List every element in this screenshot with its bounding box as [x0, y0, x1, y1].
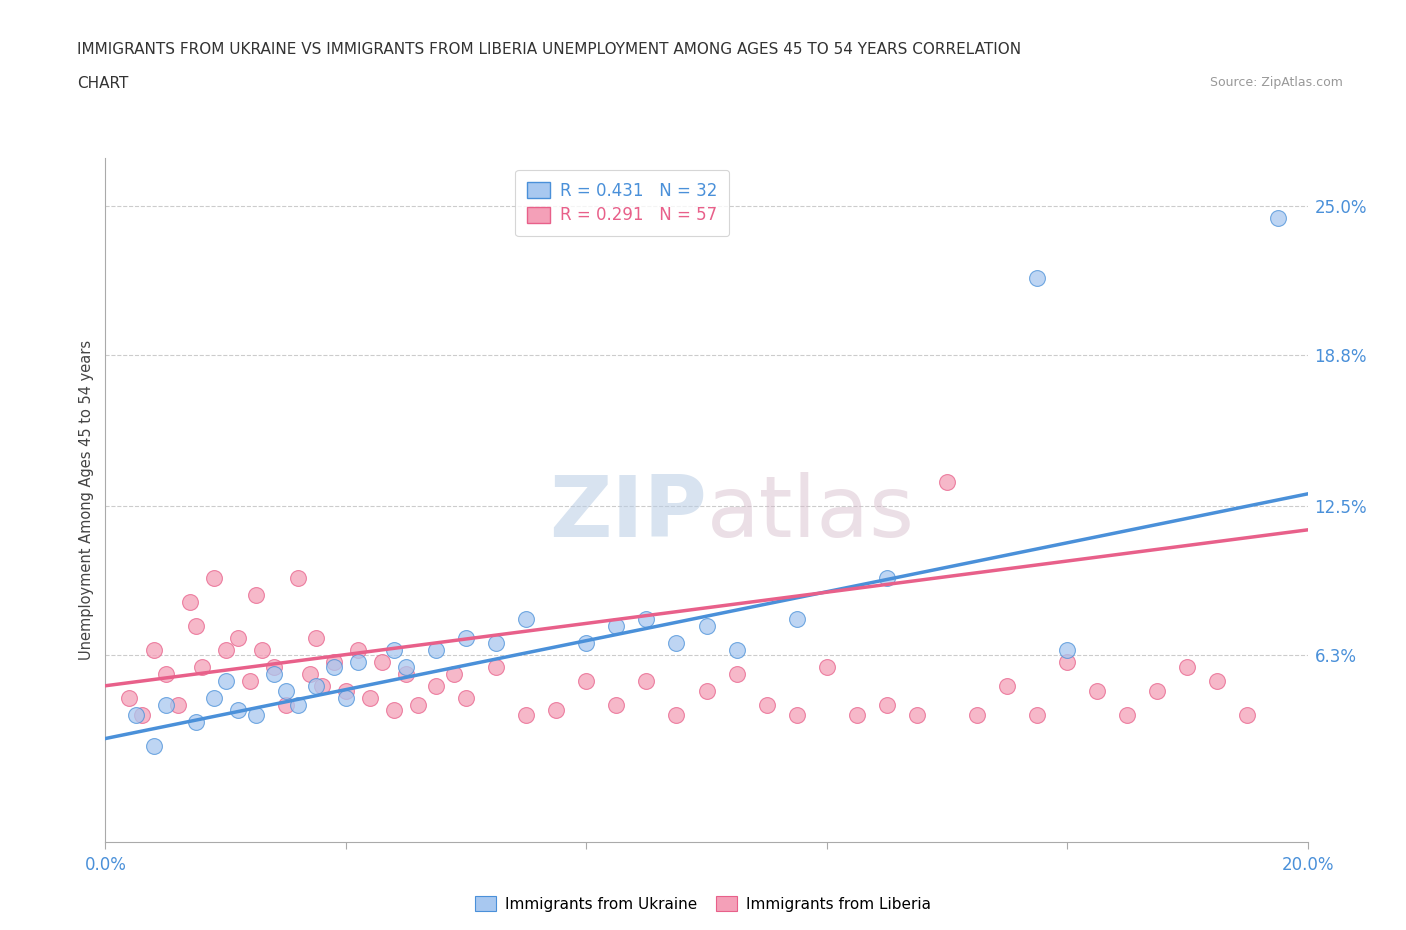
Point	[287, 698, 309, 712]
Point	[322, 655, 344, 670]
Point	[515, 611, 537, 626]
Point	[936, 474, 959, 489]
Point	[1146, 684, 1168, 698]
Point	[995, 678, 1018, 693]
Point	[305, 631, 328, 645]
Point	[966, 707, 988, 722]
Text: ZIP: ZIP	[548, 472, 707, 555]
Point	[250, 643, 273, 658]
Point	[166, 698, 188, 712]
Point	[202, 570, 225, 585]
Point	[142, 738, 165, 753]
Point	[755, 698, 778, 712]
Point	[371, 655, 394, 670]
Point	[454, 690, 477, 705]
Point	[131, 707, 153, 722]
Point	[665, 635, 688, 650]
Point	[876, 698, 898, 712]
Text: CHART: CHART	[77, 76, 129, 91]
Point	[347, 655, 370, 670]
Point	[1085, 684, 1108, 698]
Point	[1267, 210, 1289, 225]
Point	[575, 673, 598, 688]
Point	[636, 611, 658, 626]
Point	[425, 643, 447, 658]
Point	[382, 643, 405, 658]
Point	[696, 618, 718, 633]
Point	[845, 707, 868, 722]
Point	[665, 707, 688, 722]
Point	[382, 702, 405, 717]
Point	[515, 707, 537, 722]
Point	[226, 631, 249, 645]
Point	[575, 635, 598, 650]
Point	[263, 659, 285, 674]
Point	[406, 698, 429, 712]
Point	[786, 707, 808, 722]
Point	[395, 659, 418, 674]
Point	[263, 666, 285, 681]
Text: atlas: atlas	[707, 472, 914, 555]
Point	[696, 684, 718, 698]
Legend: Immigrants from Ukraine, Immigrants from Liberia: Immigrants from Ukraine, Immigrants from…	[468, 890, 938, 918]
Point	[725, 643, 748, 658]
Point	[311, 678, 333, 693]
Point	[485, 635, 508, 650]
Text: Source: ZipAtlas.com: Source: ZipAtlas.com	[1209, 76, 1343, 89]
Point	[245, 707, 267, 722]
Point	[274, 698, 297, 712]
Point	[214, 673, 236, 688]
Point	[202, 690, 225, 705]
Point	[485, 659, 508, 674]
Point	[546, 702, 568, 717]
Point	[359, 690, 381, 705]
Y-axis label: Unemployment Among Ages 45 to 54 years: Unemployment Among Ages 45 to 54 years	[79, 339, 94, 660]
Point	[214, 643, 236, 658]
Point	[305, 678, 328, 693]
Point	[425, 678, 447, 693]
Point	[179, 594, 201, 609]
Point	[1056, 643, 1078, 658]
Point	[184, 618, 207, 633]
Point	[876, 570, 898, 585]
Text: IMMIGRANTS FROM UKRAINE VS IMMIGRANTS FROM LIBERIA UNEMPLOYMENT AMONG AGES 45 TO: IMMIGRANTS FROM UKRAINE VS IMMIGRANTS FR…	[77, 42, 1021, 57]
Point	[1175, 659, 1198, 674]
Point	[605, 698, 627, 712]
Point	[605, 618, 627, 633]
Point	[1116, 707, 1139, 722]
Point	[725, 666, 748, 681]
Point	[190, 659, 212, 674]
Point	[335, 690, 357, 705]
Point	[1056, 655, 1078, 670]
Point	[636, 673, 658, 688]
Point	[142, 643, 165, 658]
Point	[347, 643, 370, 658]
Point	[1206, 673, 1229, 688]
Point	[226, 702, 249, 717]
Point	[905, 707, 928, 722]
Point	[245, 587, 267, 602]
Point	[298, 666, 321, 681]
Point	[287, 570, 309, 585]
Point	[1026, 271, 1049, 286]
Point	[395, 666, 418, 681]
Point	[124, 707, 146, 722]
Point	[274, 684, 297, 698]
Point	[184, 714, 207, 729]
Point	[786, 611, 808, 626]
Point	[239, 673, 262, 688]
Point	[335, 684, 357, 698]
Point	[815, 659, 838, 674]
Point	[118, 690, 141, 705]
Point	[1026, 707, 1049, 722]
Point	[155, 698, 177, 712]
Point	[1236, 707, 1258, 722]
Legend: R = 0.431   N = 32, R = 0.291   N = 57: R = 0.431 N = 32, R = 0.291 N = 57	[516, 170, 730, 236]
Point	[454, 631, 477, 645]
Point	[155, 666, 177, 681]
Point	[443, 666, 465, 681]
Point	[322, 659, 344, 674]
